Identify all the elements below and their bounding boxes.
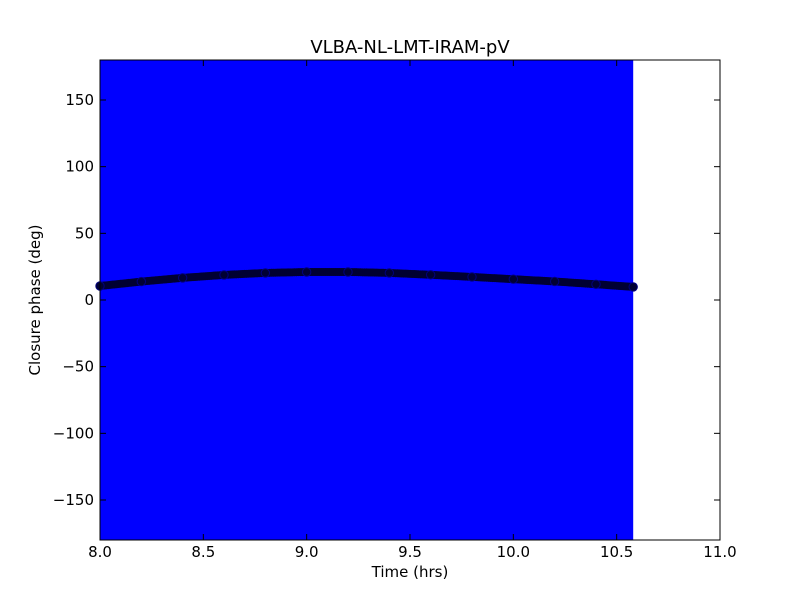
y-tick-label: −100 <box>53 424 94 442</box>
y-axis-label: Closure phase (deg) <box>26 225 44 376</box>
data-point <box>260 268 271 278</box>
data-point <box>343 267 353 277</box>
x-tick-label: 10.0 <box>497 543 530 561</box>
data-point <box>467 272 477 282</box>
y-tick-label: −50 <box>62 358 94 376</box>
points-layer <box>95 267 638 292</box>
data-point <box>301 267 312 277</box>
chart-title: VLBA-NL-LMT-IRAM-pV <box>310 37 510 58</box>
band-layer <box>100 60 634 540</box>
x-axis-label: Time (hrs) <box>371 563 449 581</box>
data-point <box>136 276 147 287</box>
x-tick-label: 9.5 <box>398 543 422 561</box>
y-tick-label: 100 <box>65 158 94 176</box>
ticks-layer: 8.0 8.5 9.0 9.5 10.0 10.5 11.0 −150 −100 −50 0 50 10… <box>53 60 737 561</box>
data-point <box>384 268 395 278</box>
x-tick-label: 11.0 <box>703 543 736 561</box>
x-tick-label: 9.0 <box>295 543 319 561</box>
x-tick-label: 10.5 <box>600 543 633 561</box>
y-tick-label: 50 <box>75 224 94 242</box>
y-tick-label: 150 <box>65 91 94 109</box>
data-point <box>628 282 638 292</box>
y-tick-label: −150 <box>53 491 94 509</box>
data-point <box>591 279 601 289</box>
shaded-band <box>100 60 634 540</box>
data-point <box>177 273 188 283</box>
data-point <box>549 276 560 287</box>
x-tick-label: 8.0 <box>88 543 112 561</box>
data-point <box>425 270 436 280</box>
y-tick-label: 0 <box>84 291 94 309</box>
x-tick-label: 8.5 <box>191 543 215 561</box>
data-point <box>219 270 229 280</box>
data-point <box>508 274 519 284</box>
